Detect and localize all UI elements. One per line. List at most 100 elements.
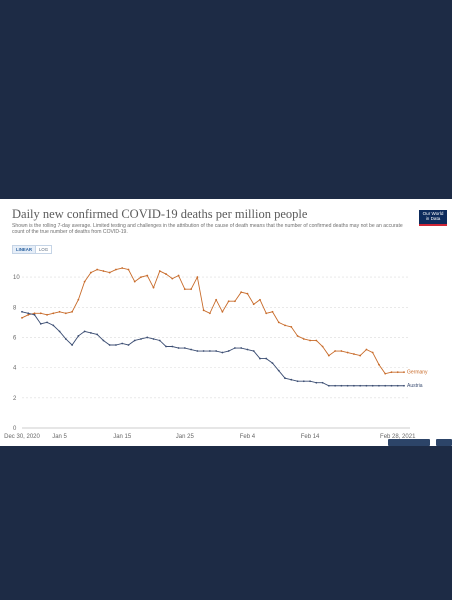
series-line-austria	[21, 311, 404, 387]
data-point-germany	[296, 335, 299, 337]
data-point-germany	[396, 371, 399, 374]
data-point-germany	[21, 316, 23, 319]
data-point-germany	[96, 268, 99, 271]
data-point-germany	[234, 300, 236, 303]
data-point-germany	[208, 312, 211, 315]
series-line-germany	[21, 267, 404, 375]
scale-toggle[interactable]: LINEAR LOG	[12, 245, 53, 254]
x-tick-label: Dec 30, 2020	[4, 434, 40, 440]
data-point-austria	[396, 384, 399, 387]
data-point-germany	[152, 286, 155, 289]
x-tick-label: Jan 15	[113, 434, 132, 440]
data-point-germany	[171, 277, 174, 280]
data-point-austria	[190, 348, 192, 351]
data-point-austria	[246, 348, 249, 351]
data-point-germany	[71, 310, 73, 313]
x-tick-label: Feb 28, 2021	[380, 434, 416, 440]
data-point-germany	[115, 268, 117, 271]
data-point-austria	[183, 347, 186, 349]
data-point-austria	[221, 351, 224, 354]
data-point-germany	[165, 273, 167, 275]
data-point-germany	[140, 276, 142, 278]
data-point-austria	[52, 324, 55, 327]
data-point-germany	[240, 291, 243, 294]
data-point-austria	[365, 384, 368, 387]
data-point-austria	[259, 357, 261, 360]
data-point-austria	[39, 322, 42, 325]
data-point-germany	[121, 267, 124, 269]
data-point-germany	[89, 271, 92, 274]
y-tick-label: 0	[13, 426, 17, 432]
scale-linear-button[interactable]: LINEAR	[13, 246, 36, 253]
data-point-austria	[127, 344, 130, 346]
data-point-germany	[359, 354, 362, 357]
y-tick-label: 8	[13, 305, 17, 311]
share-button[interactable]	[388, 439, 430, 446]
fullscreen-button[interactable]	[436, 439, 452, 446]
data-point-germany	[196, 276, 199, 278]
data-point-germany	[39, 312, 42, 315]
data-point-austria	[315, 381, 318, 384]
data-point-austria	[234, 347, 236, 349]
data-point-austria	[171, 345, 174, 348]
data-point-austria	[271, 362, 274, 365]
scale-log-button[interactable]: LOG	[39, 247, 49, 252]
data-point-germany	[246, 292, 249, 295]
data-point-austria	[378, 384, 380, 387]
data-point-germany	[202, 309, 205, 312]
data-point-austria	[115, 344, 117, 346]
logo-line-2: in Data	[425, 216, 441, 221]
data-point-austria	[290, 378, 293, 381]
data-point-germany	[52, 312, 55, 315]
owid-logo[interactable]: Our World in Data	[419, 210, 447, 226]
data-point-austria	[265, 357, 268, 360]
data-point-austria	[384, 384, 387, 387]
chart-title: Daily new confirmed COVID-19 deaths per …	[12, 207, 308, 221]
data-point-germany	[290, 325, 293, 328]
data-point-germany	[284, 324, 286, 327]
data-point-germany	[371, 351, 374, 354]
data-point-germany	[158, 270, 161, 272]
data-point-austria	[46, 321, 48, 324]
data-point-germany	[102, 270, 105, 272]
data-point-germany	[27, 313, 30, 316]
data-point-austria	[202, 350, 205, 352]
y-tick-label: 6	[13, 335, 17, 341]
data-point-germany	[64, 312, 67, 315]
data-point-austria	[77, 335, 80, 337]
data-point-austria	[165, 345, 167, 348]
data-point-austria	[27, 312, 30, 315]
data-point-germany	[227, 300, 230, 303]
data-point-austria	[277, 369, 280, 372]
data-point-germany	[340, 350, 343, 352]
data-point-austria	[177, 347, 180, 349]
x-tick-label: Jan 25	[176, 434, 195, 440]
data-point-austria	[296, 380, 299, 383]
data-point-germany	[403, 371, 405, 374]
data-point-germany	[346, 351, 349, 354]
data-point-germany	[334, 350, 337, 352]
data-point-germany	[108, 271, 111, 274]
series-label-germany: Germany	[407, 370, 428, 376]
data-point-germany	[33, 312, 36, 315]
data-point-austria	[133, 339, 136, 342]
data-point-germany	[190, 288, 192, 291]
y-tick-label: 10	[13, 275, 20, 281]
data-point-austria	[121, 342, 124, 345]
data-point-germany	[58, 310, 61, 313]
data-point-austria	[108, 344, 111, 346]
data-point-austria	[284, 377, 286, 380]
data-point-austria	[359, 384, 362, 387]
data-point-austria	[371, 384, 374, 387]
series-label-austria: Austria	[407, 383, 423, 389]
data-point-austria	[340, 384, 343, 387]
data-point-germany	[265, 312, 268, 315]
line-chart: 0 2 4 6 8 10 Dec 30, 2020 Jan 5 Jan 15 Jan 25 Feb …	[4, 267, 428, 440]
data-point-germany	[390, 371, 393, 374]
data-point-germany	[133, 280, 136, 283]
data-point-austria	[152, 338, 155, 340]
data-point-austria	[58, 330, 61, 333]
logo-line-1: Our World	[422, 211, 444, 216]
x-tick-label: Feb 14	[301, 434, 320, 440]
data-point-austria	[208, 350, 211, 352]
